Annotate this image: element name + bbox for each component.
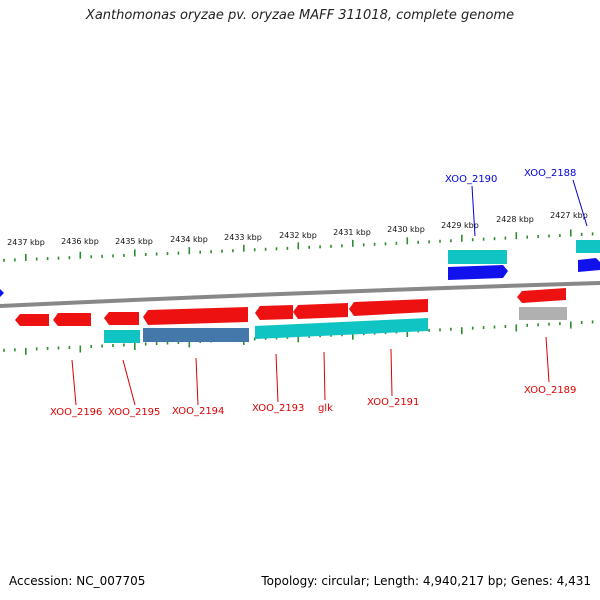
gene-xoo-2194[interactable] — [143, 307, 248, 325]
gene-label-xoo-2191[interactable]: XOO_2191 — [367, 397, 419, 408]
topology-summary-text: Topology: circular; Length: 4,940,217 bp… — [261, 574, 591, 588]
scale-label: 2437 kbp — [7, 238, 45, 247]
gene-group-reverse — [15, 288, 566, 326]
genome-title: Xanthomonas oryzae pv. oryzae MAFF 31101… — [85, 8, 515, 23]
feature-cyan-2190[interactable] — [448, 250, 507, 264]
feature-gray-2189[interactable] — [519, 307, 567, 320]
label-connectors — [71, 179, 588, 406]
scale-label: 2435 kbp — [115, 237, 153, 246]
gene-xoo-2190[interactable] — [448, 265, 508, 280]
feature-cyan-2195[interactable] — [104, 330, 140, 343]
gene-glk[interactable] — [293, 303, 348, 319]
scale-label: 2429 kbp — [441, 221, 479, 230]
scale-label: 2428 kbp — [496, 215, 534, 224]
feature-group-top — [448, 240, 600, 280]
gene-label-xoo-2189[interactable]: XOO_2189 — [524, 385, 576, 396]
accession-text: Accession: NC_007705 — [9, 574, 146, 588]
gene-label-glk[interactable]: glk — [318, 403, 333, 414]
gene-label-xoo-2195[interactable]: XOO_2195 — [108, 407, 160, 418]
scale-label: 2430 kbp — [387, 225, 425, 234]
gene-xoo-2191[interactable] — [349, 299, 428, 316]
scale-label: 2436 kbp — [61, 237, 99, 246]
gene-label-xoo-2196[interactable]: XOO_2196 — [50, 407, 102, 418]
gene-xoo-2188[interactable] — [578, 258, 600, 272]
scale-labels: 2437 kbp 2436 kbp 2435 kbp 2434 kbp 2433 kbp… — [7, 211, 588, 247]
scale-label: 2432 kbp — [279, 231, 317, 240]
feature-steel-2194[interactable] — [143, 328, 249, 342]
scale-ticks-top — [3, 229, 594, 262]
gene-label-xoo-2190[interactable]: XOO_2190 — [445, 174, 497, 185]
genome-backbone — [0, 281, 600, 308]
scale-label: 2433 kbp — [224, 233, 262, 242]
scale-label: 2431 kbp — [333, 228, 371, 237]
gene-xoo-2195[interactable] — [104, 312, 139, 325]
gene-xoo-2196[interactable] — [15, 314, 49, 326]
gene-label-xoo-2193[interactable]: XOO_2193 — [252, 403, 304, 414]
feature-cyan-2191[interactable] — [255, 318, 428, 339]
gene-label-xoo-2194[interactable]: XOO_2194 — [172, 406, 224, 417]
gene-xoo-2193[interactable] — [255, 305, 293, 320]
gene-xoo-2196b[interactable] — [53, 313, 91, 326]
feature-group-lower — [104, 307, 567, 343]
feature-cyan-2188[interactable] — [576, 240, 600, 253]
gene-labels: XOO_2196 XOO_2195 XOO_2194 XOO_2193 glk … — [50, 168, 576, 418]
gene-xoo-2189[interactable] — [517, 288, 566, 303]
scale-label: 2434 kbp — [170, 235, 208, 244]
gene-arrow-offscreen-left[interactable] — [0, 289, 4, 297]
gene-label-xoo-2188[interactable]: XOO_2188 — [524, 168, 576, 179]
scale-label: 2427 kbp — [550, 211, 588, 220]
